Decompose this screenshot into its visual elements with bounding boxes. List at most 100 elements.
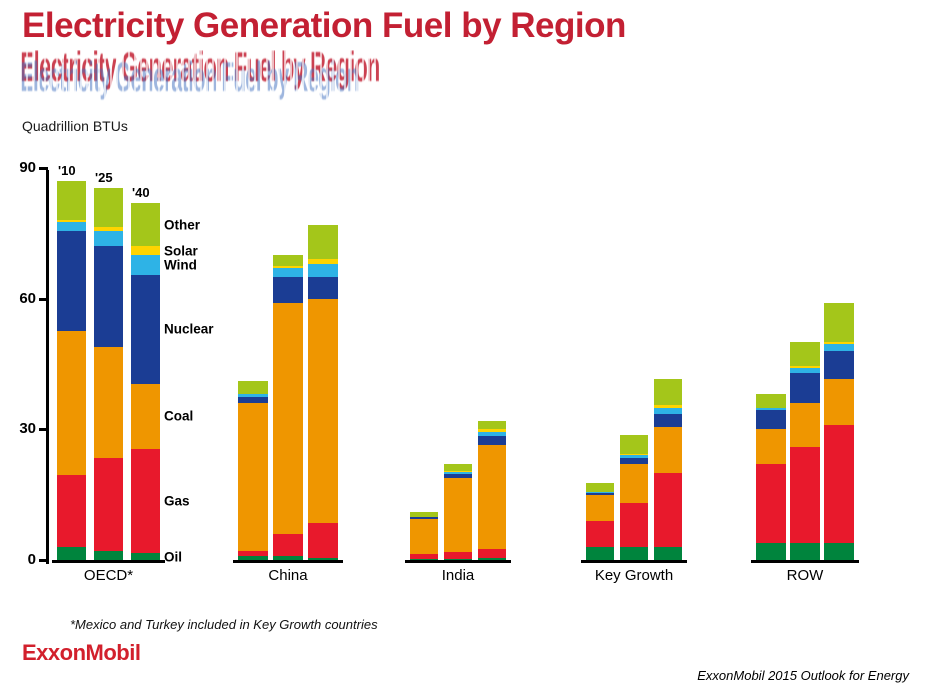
bar-segment-coal [410,518,438,555]
bar-segment-coal [308,298,338,523]
bar-segment-other [620,434,648,455]
region-label: ROW [786,567,824,584]
y-axis-tick [39,297,48,301]
bar-segment-oil [94,551,123,560]
bar-segment-nuclear [586,492,614,495]
legend-label-other: Other [164,217,201,233]
bar-segment-oil [444,558,472,560]
page-title: Electricity Generation Fuel by Region [22,6,626,45]
bar-segment-nuclear [824,350,854,380]
bar-segment-solar [273,266,303,269]
legend-label-wind: Wind [164,257,197,273]
bar-segment-solar [444,470,472,472]
bar-segment-wind [586,491,614,493]
bar-year-label: '25 [95,169,113,185]
bar-segment-wind [620,455,648,458]
bar-segment-other [824,303,854,343]
bar-segment-coal [790,403,820,447]
bar-segment-gas [586,520,614,547]
legend-label-solar: Solar [164,243,198,259]
bar-segment-gas [238,551,268,556]
bar-segment-other [586,482,614,492]
y-tick-label: 60 [19,289,36,307]
bar-segment-oil [790,542,820,560]
bar-segment-other [131,202,160,247]
bar-segment-coal [131,383,160,449]
footnote: *Mexico and Turkey included in Key Growt… [70,617,378,632]
bar-segment-gas [478,549,506,558]
y-tick-label: 90 [19,159,36,176]
x-axis-baseline [233,560,343,563]
bar-segment-oil [654,546,682,560]
bar-segment-wind [131,255,160,275]
bar-segment-oil [410,558,438,560]
bar-segment-oil [756,542,786,560]
axis-units-label: Quadrillion BTUs [22,118,128,134]
bar-segment-wind [238,394,268,397]
bar-segment-other [790,342,820,367]
bar-segment-gas [824,424,854,543]
bar-segment-gas [94,457,123,552]
bar-segment-other [57,181,86,221]
bar-segment-wind [94,231,123,247]
legend-label-nuclear: Nuclear [164,321,214,337]
bar-segment-coal [654,427,682,473]
bar-segment-other [654,379,682,406]
bar-segment-oil [131,553,160,560]
bar-segment-wind [790,368,820,373]
bar-segment-coal [444,478,472,553]
bar-segment-coal [756,429,786,465]
bar-segment-oil [57,546,86,560]
bar-segment-nuclear [57,231,86,332]
y-axis-tick [39,559,48,562]
bar-segment-oil [238,555,268,560]
bar-segment-nuclear [238,396,268,404]
bar-segment-gas [57,475,86,547]
bar-year-label: '40 [132,184,150,200]
bar-segment-wind [308,263,338,277]
bar-segment-coal [273,303,303,534]
bar-segment-solar [94,226,123,232]
x-axis-baseline [581,560,687,563]
bar-segment-solar [57,220,86,223]
bar-year-label: '10 [58,163,76,179]
bar-segment-nuclear [410,517,438,519]
bar-segment-coal [478,444,506,550]
bar-segment-nuclear [654,414,682,428]
y-axis-line [46,170,49,564]
bar-segment-gas [308,522,338,558]
bar-segment-oil [308,557,338,560]
bar-segment-solar [131,246,160,256]
legend-label-gas: Gas [164,493,190,509]
bar-segment-wind [444,471,472,474]
bar-segment-solar [620,454,648,456]
bar-segment-gas [620,503,648,547]
bar-segment-gas [654,472,682,547]
bar-segment-nuclear [444,473,472,479]
bar-segment-oil [824,542,854,560]
bar-segment-solar [308,259,338,264]
bar-segment-nuclear [620,457,648,465]
title-ghost-artifact: Electricity Generation Fuel by Region El… [20,50,490,102]
bar-segment-solar [654,405,682,408]
bar-segment-wind [654,407,682,415]
bar-segment-nuclear [308,276,338,299]
y-axis-tick [39,167,48,170]
x-axis-baseline [405,560,511,563]
bar-segment-nuclear [94,246,123,347]
bar-segment-other [410,512,438,518]
bar-segment-coal [824,379,854,425]
y-tick-label: 0 [27,551,36,568]
bar-segment-other [308,224,338,260]
bar-segment-gas [131,448,160,554]
region-label: China [268,567,308,584]
bar-segment-wind [273,268,303,277]
bar-segment-solar [824,342,854,345]
bar-segment-nuclear [756,409,786,430]
bar-segment-nuclear [478,435,506,445]
legend-label-oil: Oil [164,549,183,565]
exxonmobil-logo: ExxonMobil [22,640,141,665]
x-axis-baseline [751,560,859,563]
source-attribution: ExxonMobil 2015 Outlook for Energy [697,668,909,683]
